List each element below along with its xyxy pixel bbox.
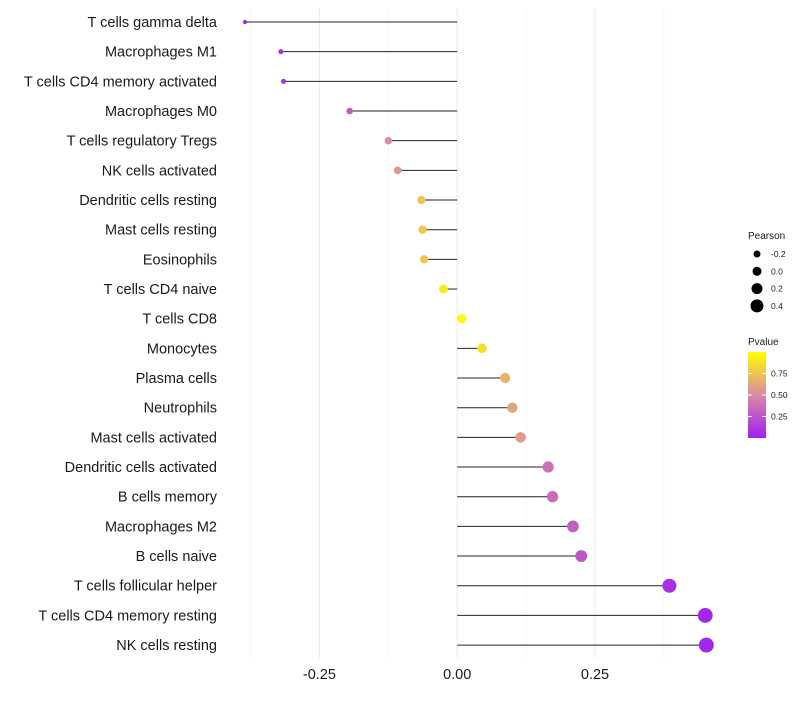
legend-pearson-label: 0.0 [771,266,783,276]
lollipop-dot [698,637,714,653]
y-tick-label: T cells CD4 memory resting [38,608,217,624]
lollipop-dot [500,372,511,384]
lollipop-dot [439,284,448,294]
y-tick-label: NK cells activated [102,163,217,179]
y-tick-label: Dendritic cells resting [79,193,217,209]
lollipop-dot [477,343,487,354]
lollipop-dot [417,195,426,205]
y-tick-label: B cells naive [136,549,217,565]
lollipop-dot [278,49,284,55]
legend-pvalue-colorbar [748,352,766,438]
legend-pearson-key [751,283,763,295]
y-tick-label: NK cells resting [116,638,217,654]
legend-pearson-label: 0.4 [771,301,783,311]
y-tick-label: T cells CD4 naive [104,282,217,298]
x-tick-label: -0.25 [303,667,336,683]
legend-pearson-label: -0.2 [771,249,786,259]
legend-pearson-title: Pearson [748,231,785,242]
y-tick-label: Dendritic cells activated [65,460,217,476]
y-tick-label: B cells memory [118,490,218,506]
lollipop-dot [242,19,248,25]
y-tick-label: Macrophages M2 [105,519,217,535]
y-tick-label: T cells follicular helper [74,579,217,595]
legend-pvalue: Pvalue 0.75 0.50 0.25 [748,337,788,438]
stem-layer [245,21,707,646]
lollipop-dot [662,578,677,593]
legend-pvalue-label: 0.75 [771,369,788,379]
legend-pvalue-label: 0.25 [771,412,788,422]
lollipop-dot [507,402,518,413]
lollipop-dot [697,607,713,623]
legend-pvalue-title: Pvalue [748,337,779,348]
lollipop-dot [515,432,526,443]
y-tick-label: Neutrophils [144,401,217,417]
y-tick-label: T cells CD4 memory activated [24,74,217,90]
legend-pearson-key [753,250,761,258]
lollipop-dot [281,78,287,84]
legend-pearson-key [752,266,762,276]
lollipop-dot [542,461,554,473]
y-tick-label: T cells gamma delta [88,15,218,31]
x-axis-ticks: -0.25 0.00 0.25 [303,667,609,683]
lollipop-dot [346,107,354,115]
y-tick-label: Monocytes [147,341,217,357]
lollipop-dot [419,255,429,264]
y-tick-label: Macrophages M1 [105,45,217,61]
lollipop-dot [567,520,579,533]
y-tick-label: T cells regulatory Tregs [67,134,217,150]
legend-pearson-key [750,299,764,313]
y-tick-label: Plasma cells [136,371,217,387]
legend-pearson-label: 0.2 [771,284,783,294]
lollipop-dot [384,136,393,145]
grid-layer [250,8,665,658]
y-tick-label: T cells CD8 [142,312,217,328]
legend-pearson: Pearson -0.2 0.0 0.2 0.4 [748,231,786,313]
y-tick-label: Mast cells resting [105,223,217,239]
y-tick-label: Mast cells activated [90,430,217,446]
lollipop-dot [546,491,559,503]
lollipop-dot [393,166,402,175]
lollipop-dot [457,314,467,324]
x-tick-label: 0.00 [443,667,471,683]
x-tick-label: 0.25 [581,667,609,683]
dot-layer [242,19,714,653]
lollipop-dot [575,550,588,563]
y-tick-label: Eosinophils [143,252,217,268]
legend-pvalue-label: 0.50 [771,390,788,400]
y-tick-label: Macrophages M0 [105,104,217,120]
lollipop-dot [418,225,427,234]
y-axis-labels: T cells gamma delta Macrophages M1 T cells… [24,15,218,654]
